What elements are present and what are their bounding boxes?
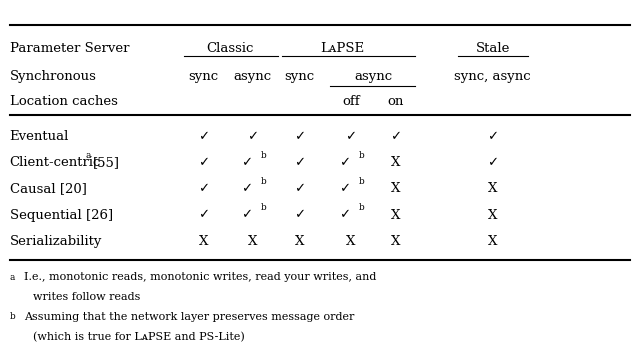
Text: ✓: ✓ [198,130,209,143]
Text: X: X [488,182,497,195]
Text: ✓: ✓ [247,130,259,143]
Text: ✓: ✓ [294,182,305,195]
Text: sync, async: sync, async [454,70,531,83]
Text: ✓: ✓ [339,182,350,195]
Text: b: b [260,177,266,186]
Text: Assuming that the network layer preserves message order: Assuming that the network layer preserve… [24,312,354,322]
Text: sync: sync [188,70,219,83]
Text: Stale: Stale [476,41,510,55]
Text: Synchronous: Synchronous [10,70,97,83]
Text: b: b [260,151,266,160]
Text: writes follow reads: writes follow reads [33,292,140,302]
Text: Serializability: Serializability [10,235,102,248]
Text: a: a [85,151,90,160]
Text: X: X [391,156,400,169]
Text: off: off [342,95,360,108]
Text: X: X [488,209,497,222]
Text: async: async [354,70,392,83]
Text: b: b [260,203,266,212]
Text: ✓: ✓ [390,130,401,143]
Text: sync: sync [284,70,315,83]
Text: X: X [488,235,497,248]
Text: X: X [391,182,400,195]
Text: X: X [346,235,355,248]
Text: ✓: ✓ [487,130,499,143]
Text: [55]: [55] [93,156,120,169]
Text: ✓: ✓ [345,130,356,143]
Text: Classic: Classic [207,41,254,55]
Text: Eventual: Eventual [10,130,69,143]
Text: X: X [199,235,208,248]
Text: ✓: ✓ [339,156,350,169]
Text: ✓: ✓ [294,209,305,222]
Text: Location caches: Location caches [10,95,118,108]
Text: ✓: ✓ [294,156,305,169]
Text: (which is true for LᴀPSE and PS-Lite): (which is true for LᴀPSE and PS-Lite) [33,332,244,342]
Text: Sequential [26]: Sequential [26] [10,209,113,222]
Text: b: b [358,151,364,160]
Text: ✓: ✓ [241,156,252,169]
Text: Client-centric: Client-centric [10,156,101,169]
Text: X: X [391,209,400,222]
Text: a: a [10,273,15,282]
Text: ✓: ✓ [241,182,252,195]
Text: Parameter Server: Parameter Server [10,41,129,55]
Text: I.e., monotonic reads, monotonic writes, read your writes, and: I.e., monotonic reads, monotonic writes,… [24,272,376,282]
Text: ✓: ✓ [198,209,209,222]
Text: X: X [391,235,400,248]
Text: ✓: ✓ [487,156,499,169]
Text: Causal [20]: Causal [20] [10,182,86,195]
Text: ✓: ✓ [294,130,305,143]
Text: on: on [387,95,404,108]
Text: X: X [248,235,257,248]
Text: b: b [358,203,364,212]
Text: ✓: ✓ [198,156,209,169]
Text: ✓: ✓ [339,209,350,222]
Text: b: b [358,177,364,186]
Text: X: X [295,235,304,248]
Text: async: async [234,70,272,83]
Text: ✓: ✓ [198,182,209,195]
Text: LᴀPSE: LᴀPSE [321,41,364,55]
Text: ✓: ✓ [241,209,252,222]
Text: b: b [10,312,15,321]
